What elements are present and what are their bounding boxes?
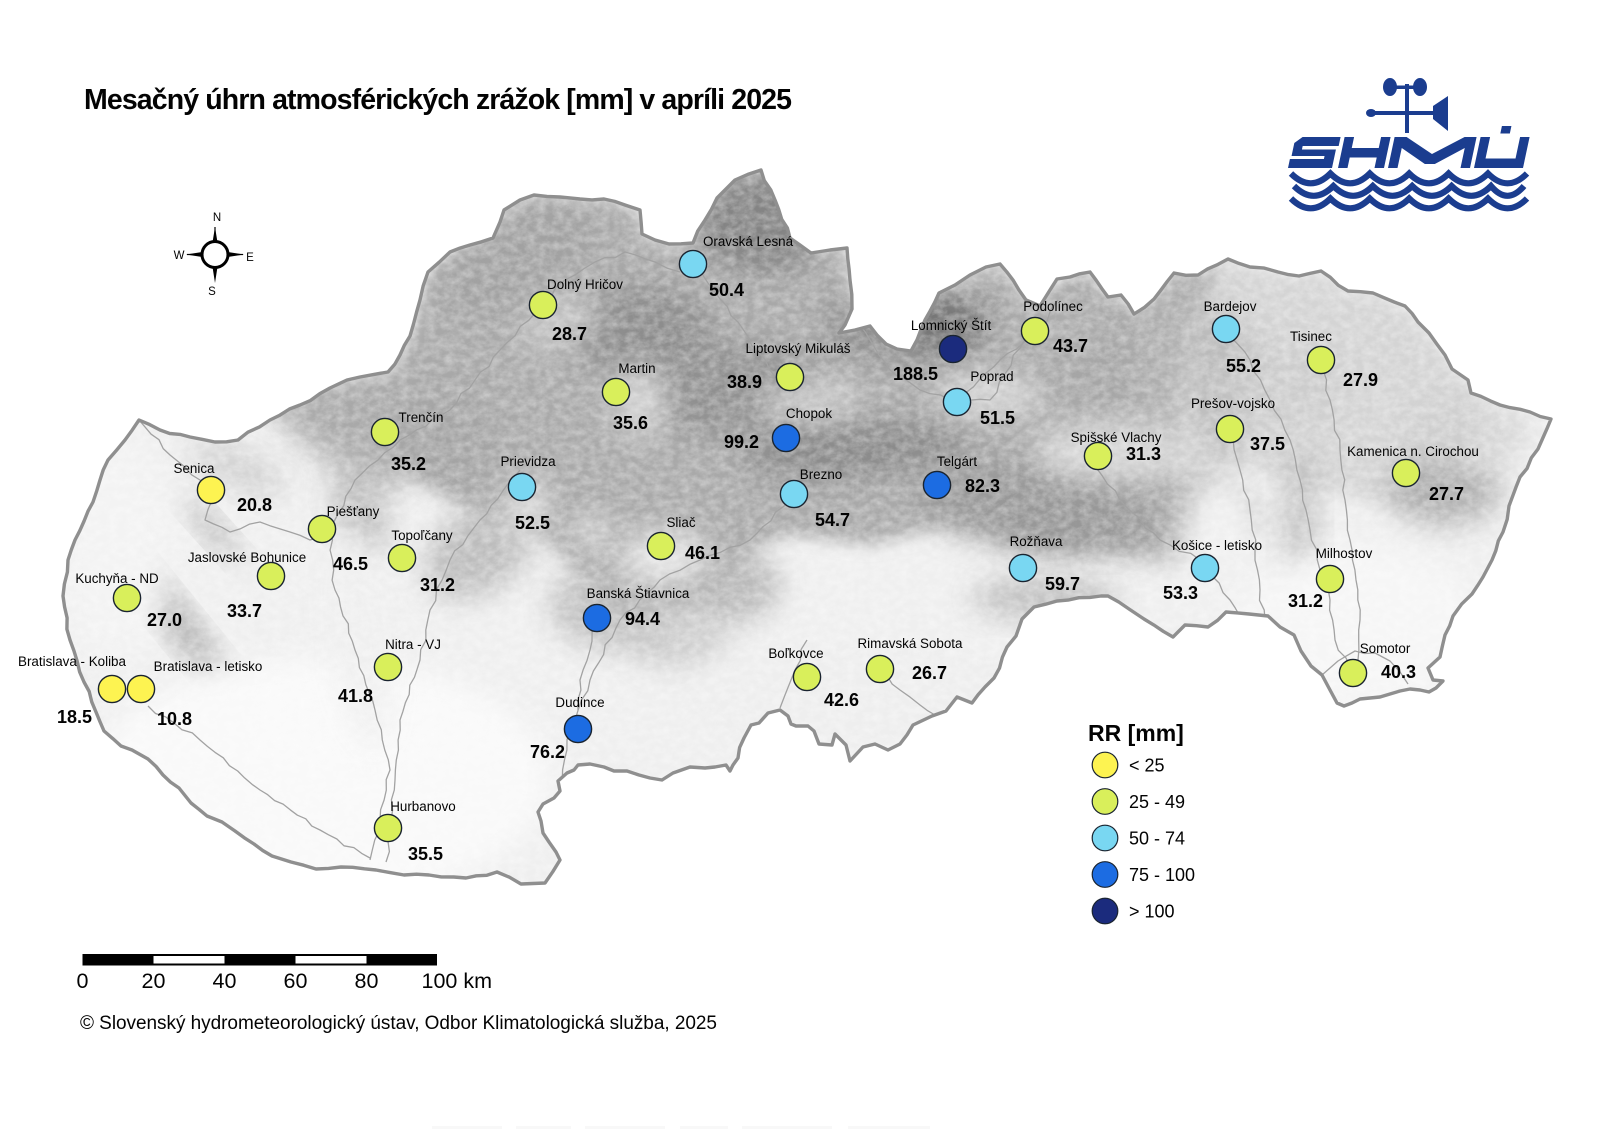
- svg-text:Brezno: Brezno: [800, 467, 842, 482]
- svg-text:Chopok: Chopok: [786, 406, 832, 421]
- svg-text:35.6: 35.6: [613, 413, 648, 433]
- svg-text:S: S: [208, 286, 216, 298]
- svg-text:31.3: 31.3: [1126, 444, 1161, 464]
- svg-text:© Slovenský hydrometeorologick: © Slovenský hydrometeorologický ústav, O…: [80, 1013, 717, 1034]
- svg-text:27.0: 27.0: [147, 610, 182, 630]
- svg-text:99.2: 99.2: [724, 432, 759, 452]
- svg-text:Nitra - VJ: Nitra - VJ: [385, 637, 441, 652]
- svg-text:Martin: Martin: [618, 361, 655, 376]
- svg-text:41.8: 41.8: [338, 686, 373, 706]
- svg-text:< 25: < 25: [1129, 756, 1165, 776]
- svg-text:Bardejov: Bardejov: [1204, 299, 1257, 314]
- svg-text:52.5: 52.5: [515, 513, 550, 533]
- svg-text:Bratislava - letisko: Bratislava - letisko: [154, 659, 263, 674]
- svg-text:25 - 49: 25 - 49: [1129, 792, 1185, 812]
- svg-text:100 km: 100 km: [422, 969, 493, 993]
- svg-text:Banská Štiavnica: Banská Štiavnica: [587, 586, 690, 601]
- svg-text:10.8: 10.8: [157, 709, 192, 729]
- svg-text:Tisinec: Tisinec: [1290, 329, 1332, 344]
- svg-text:35.5: 35.5: [408, 844, 443, 864]
- svg-text:Poprad: Poprad: [970, 369, 1013, 384]
- svg-text:W: W: [174, 250, 185, 262]
- svg-text:188.5: 188.5: [893, 364, 938, 384]
- svg-text:76.2: 76.2: [530, 742, 565, 762]
- svg-text:Jaslovské Bohunice: Jaslovské Bohunice: [188, 550, 306, 565]
- svg-text:Rimavská Sobota: Rimavská Sobota: [858, 636, 963, 651]
- svg-text:Telgárt: Telgárt: [937, 454, 977, 469]
- svg-text:Dudince: Dudince: [555, 695, 604, 710]
- svg-text:N: N: [213, 212, 221, 224]
- svg-text:28.7: 28.7: [552, 324, 587, 344]
- svg-text:Prešov-vojsko: Prešov-vojsko: [1191, 396, 1275, 411]
- svg-text:Liptovský Mikuláš: Liptovský Mikuláš: [746, 341, 851, 356]
- svg-text:Spišské Vlachy: Spišské Vlachy: [1071, 430, 1162, 445]
- svg-text:Podolínec: Podolínec: [1023, 299, 1083, 314]
- svg-text:> 100: > 100: [1129, 902, 1175, 922]
- svg-text:Topoľčany: Topoľčany: [391, 528, 453, 543]
- svg-text:0: 0: [77, 969, 89, 993]
- svg-text:80: 80: [355, 969, 379, 993]
- svg-text:94.4: 94.4: [625, 609, 660, 629]
- svg-text:Košice - letisko: Košice - letisko: [1172, 538, 1262, 553]
- svg-text:Somotor: Somotor: [1360, 641, 1411, 656]
- svg-text:Bratislava - Koliba: Bratislava - Koliba: [18, 654, 126, 669]
- svg-text:59.7: 59.7: [1045, 574, 1080, 594]
- svg-text:31.2: 31.2: [420, 575, 455, 595]
- svg-text:RR [mm]: RR [mm]: [1088, 720, 1184, 746]
- svg-text:26.7: 26.7: [912, 663, 947, 683]
- svg-text:35.2: 35.2: [391, 454, 426, 474]
- svg-text:Hurbanovo: Hurbanovo: [390, 799, 456, 814]
- svg-text:Piešťany: Piešťany: [327, 504, 380, 519]
- svg-text:Senica: Senica: [174, 461, 215, 476]
- svg-text:43.7: 43.7: [1053, 336, 1088, 356]
- svg-text:Lomnický Štít: Lomnický Štít: [911, 318, 992, 333]
- svg-text:40.3: 40.3: [1381, 662, 1416, 682]
- svg-text:Trenčín: Trenčín: [399, 410, 444, 425]
- svg-text:20.8: 20.8: [237, 495, 272, 515]
- svg-text:40: 40: [213, 969, 237, 993]
- svg-text:82.3: 82.3: [965, 476, 1000, 496]
- svg-text:Kamenica n. Cirochou: Kamenica n. Cirochou: [1347, 444, 1479, 459]
- svg-text:20: 20: [142, 969, 166, 993]
- svg-text:75 - 100: 75 - 100: [1129, 865, 1195, 885]
- svg-text:Prievidza: Prievidza: [500, 454, 556, 469]
- svg-text:46.1: 46.1: [685, 543, 720, 563]
- svg-text:Oravská Lesná: Oravská Lesná: [703, 234, 794, 249]
- svg-text:18.5: 18.5: [57, 707, 92, 727]
- svg-text:E: E: [246, 252, 254, 264]
- svg-text:Milhostov: Milhostov: [1316, 546, 1373, 561]
- svg-text:27.9: 27.9: [1343, 370, 1378, 390]
- svg-text:55.2: 55.2: [1226, 356, 1261, 376]
- svg-text:60: 60: [284, 969, 308, 993]
- svg-text:38.9: 38.9: [727, 372, 762, 392]
- svg-text:33.7: 33.7: [227, 601, 262, 621]
- svg-text:Rožňava: Rožňava: [1010, 534, 1063, 549]
- svg-text:27.7: 27.7: [1429, 484, 1464, 504]
- svg-text:51.5: 51.5: [980, 408, 1015, 428]
- svg-text:31.2: 31.2: [1288, 591, 1323, 611]
- svg-text:46.5: 46.5: [333, 554, 368, 574]
- svg-text:Kuchyňa - ND: Kuchyňa - ND: [75, 571, 159, 586]
- svg-text:53.3: 53.3: [1163, 583, 1198, 603]
- svg-text:Boľkovce: Boľkovce: [768, 646, 823, 661]
- svg-text:37.5: 37.5: [1250, 434, 1285, 454]
- svg-text:50 - 74: 50 - 74: [1129, 829, 1185, 849]
- svg-text:Dolný Hričov: Dolný Hričov: [547, 277, 623, 292]
- svg-text:Sliač: Sliač: [666, 515, 695, 530]
- svg-text:Mesačný úhrn atmosférických zr: Mesačný úhrn atmosférických zrážok [mm] …: [84, 84, 792, 116]
- svg-text:54.7: 54.7: [815, 510, 850, 530]
- svg-text:42.6: 42.6: [824, 690, 859, 710]
- svg-text:50.4: 50.4: [709, 280, 744, 300]
